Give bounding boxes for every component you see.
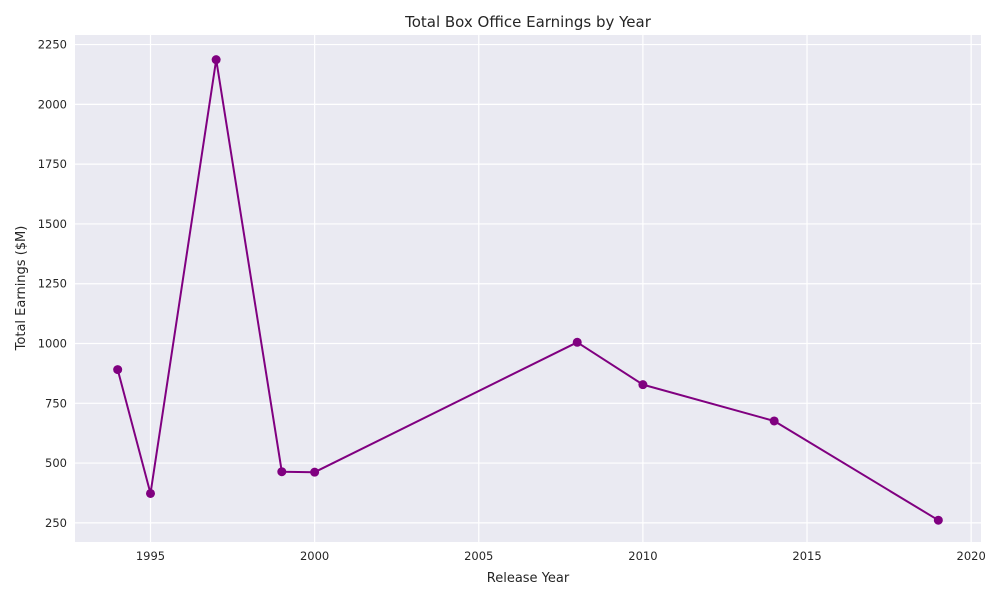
series-layer	[113, 55, 943, 525]
x-tick-label: 2010	[628, 549, 657, 563]
y-tick-label: 500	[45, 456, 67, 470]
tick-labels: 1995 2000 2005 2010 2015 2020 250 500 750 1000 125…	[38, 38, 986, 563]
x-axis-label: Release Year	[487, 571, 570, 586]
x-tick-label: 2015	[792, 549, 821, 563]
y-tick-label: 250	[45, 516, 67, 530]
data-point	[638, 380, 648, 390]
x-tick-label: 2005	[464, 549, 493, 563]
data-point	[310, 467, 320, 477]
y-tick-label: 2000	[38, 97, 67, 111]
y-tick-label: 1000	[38, 337, 67, 351]
y-tick-label: 750	[45, 396, 67, 410]
data-point	[146, 488, 155, 498]
data-point	[211, 55, 221, 65]
data-point	[769, 416, 779, 426]
data-point	[933, 515, 943, 525]
y-tick-label: 1500	[38, 217, 67, 231]
data-point	[572, 337, 582, 347]
y-tick-label: 1250	[38, 277, 67, 291]
y-tick-label: 2250	[38, 38, 67, 52]
y-tick-label: 1750	[38, 157, 67, 171]
x-tick-label: 2020	[957, 549, 986, 563]
y-axis-label: Total Earnings ($M)	[14, 226, 29, 352]
x-tick-label: 2000	[300, 549, 329, 563]
chart-title: Total Box Office Earnings by Year	[404, 13, 652, 31]
data-point	[113, 365, 123, 375]
data-point	[277, 467, 287, 477]
plot-area	[75, 35, 981, 542]
grid	[75, 35, 981, 542]
x-tick-label: 1995	[136, 549, 165, 563]
